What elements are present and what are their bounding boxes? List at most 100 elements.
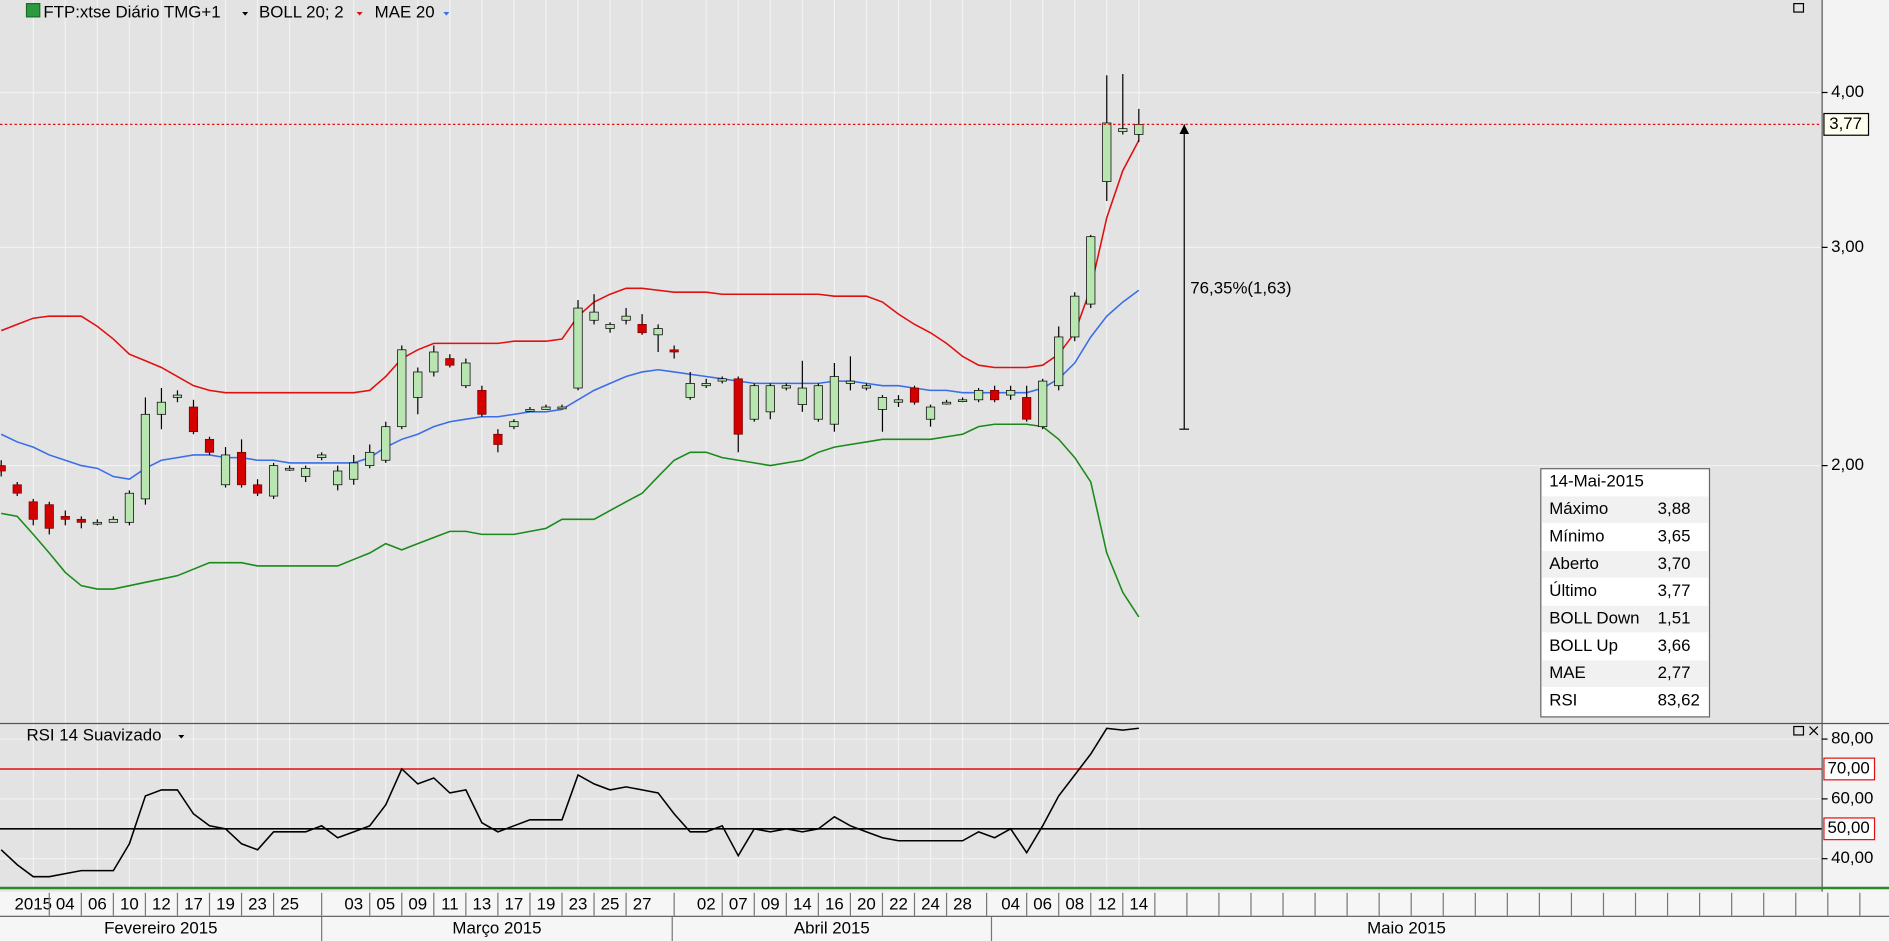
y-tick-label: 2,00 — [1831, 455, 1864, 474]
x-tick-label: 13 — [473, 894, 492, 913]
candle-body — [285, 467, 295, 471]
maximize-button[interactable] — [1793, 3, 1805, 13]
x-tick-label: 25 — [601, 894, 620, 913]
candle-body — [733, 378, 743, 435]
candle-body — [0, 465, 6, 472]
reference-label: 50,00 — [1828, 818, 1870, 837]
candle-body — [893, 399, 904, 403]
candle-body — [477, 390, 487, 415]
x-tick-label: 22 — [889, 894, 908, 913]
candle-body — [76, 518, 86, 523]
x-tick-label: 09 — [408, 894, 427, 913]
x-tick-label: 06 — [1033, 894, 1052, 913]
x-tick-label: 09 — [761, 894, 780, 913]
x-tick-label: 17 — [505, 894, 524, 913]
info-label: RSI — [1549, 691, 1577, 710]
info-value: 3,70 — [1658, 554, 1691, 573]
month-label: Março 2015 — [452, 918, 541, 937]
x-tick-label: 05 — [376, 894, 395, 913]
candle-body — [252, 484, 263, 494]
candle-body — [941, 401, 952, 405]
indicator-line — [0, 289, 1140, 480]
candle-body — [573, 307, 583, 389]
x-tick-label: 28 — [953, 894, 972, 913]
candle-body — [1134, 124, 1144, 135]
y-tick-label: 80,00 — [1831, 729, 1873, 748]
candle-body — [861, 385, 872, 389]
month-label: Abril 2015 — [794, 918, 870, 937]
candle-body — [957, 399, 968, 402]
candle-body — [1070, 295, 1080, 338]
dropdown-arrow[interactable] — [178, 734, 185, 739]
candle-body — [685, 383, 695, 398]
reference-label-box — [1823, 757, 1876, 781]
candle-body — [236, 451, 247, 486]
x-tick-label: 12 — [152, 894, 171, 913]
candle-body — [381, 426, 391, 461]
candle-body — [188, 406, 199, 433]
info-label: Máximo — [1549, 499, 1608, 518]
candle-body — [829, 376, 839, 425]
info-value: 3,77 — [1658, 581, 1691, 600]
chart-title[interactable]: FTP:xtse Diário TMG+1 — [43, 3, 220, 22]
x-tick-label: 06 — [88, 894, 107, 913]
rsi-title[interactable]: RSI 14 Suavizado — [27, 726, 162, 745]
indicator-label[interactable]: BOLL 20; 2 — [259, 3, 344, 22]
dropdown-arrow[interactable] — [443, 12, 450, 16]
candle-body — [589, 311, 599, 321]
indicator-line — [1, 423, 1140, 618]
candle-body — [28, 501, 38, 520]
grid — [0, 91, 1822, 860]
candle-body — [413, 371, 423, 398]
info-value: 3,65 — [1658, 526, 1691, 545]
candle-body — [349, 462, 359, 480]
rsi-panel-bg — [0, 724, 1822, 892]
candle-body — [220, 454, 231, 486]
x-tick-label: 04 — [1001, 894, 1020, 913]
candle-body — [317, 454, 327, 458]
reference-label: 70,00 — [1828, 758, 1870, 777]
x-tick-label: 12 — [1097, 894, 1116, 913]
dropdown-arrow[interactable] — [356, 12, 363, 16]
measure-label: 76,35%(1,63) — [1190, 278, 1291, 297]
y-tick-label: 4,00 — [1831, 82, 1864, 101]
close-button[interactable] — [1809, 726, 1819, 736]
symbol-icon[interactable] — [25, 3, 41, 18]
month-label: Maio 2015 — [1367, 918, 1446, 937]
candle-body — [605, 324, 615, 329]
candle-body — [909, 387, 920, 403]
candle-body — [301, 467, 311, 477]
info-title: 14-Mai-2015 — [1549, 471, 1644, 490]
y-tick-label: 40,00 — [1831, 848, 1873, 867]
candle-body — [813, 385, 823, 420]
candle-body — [1054, 336, 1064, 387]
axes: 2015 04 06 10 12 17 19 23 25 03 05 09 11 13 17 19 23 25 27… — [14, 82, 1876, 941]
candle-body — [717, 378, 727, 382]
candle-body — [1022, 397, 1032, 420]
x-tick-label: 02 — [697, 894, 716, 913]
info-row-bg — [1542, 496, 1709, 523]
candle-body — [877, 397, 888, 410]
x-tick-label: 19 — [537, 894, 556, 913]
candle-body — [621, 315, 631, 321]
candle-body — [541, 406, 551, 410]
candle-body — [974, 390, 984, 401]
x-tick-label: 27 — [633, 894, 652, 913]
y-tick-label: 3,00 — [1831, 237, 1864, 256]
candle-body — [701, 383, 711, 387]
x-tick-label: 20 — [857, 894, 876, 913]
indicator-label[interactable]: MAE 20 — [375, 3, 435, 22]
plot: 76,35%(1,63) — [0, 73, 1822, 878]
price-panel-bg — [0, 0, 1822, 723]
candle-body — [156, 401, 167, 415]
info-panel: 14-Mai-2015 Máximo 3,88 Mínimo 3,65 Aberto 3,7… — [1540, 468, 1711, 718]
candle-body — [108, 518, 118, 523]
dropdown-arrow[interactable] — [242, 12, 249, 16]
maximize-button[interactable] — [1793, 725, 1805, 736]
candle-body — [44, 504, 54, 529]
candle-body — [1038, 380, 1048, 428]
x-tick-label: 11 — [441, 894, 459, 913]
info-label: MAE — [1549, 663, 1586, 682]
